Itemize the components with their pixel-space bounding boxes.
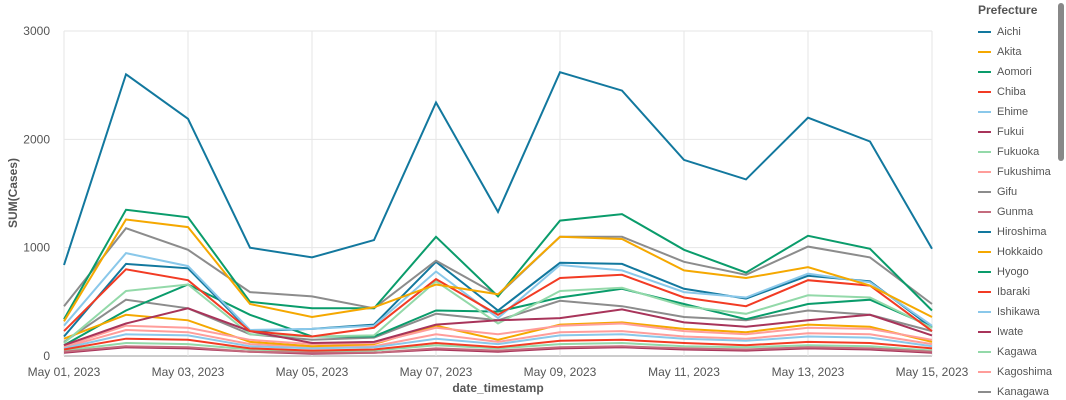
legend-label: Hokkaido	[997, 246, 1043, 258]
x-tick-label: May 11, 2023	[648, 365, 720, 379]
legend-label: Akita	[997, 46, 1022, 58]
x-tick-label: May 05, 2023	[276, 365, 349, 379]
legend-label: Fukuoka	[997, 146, 1040, 158]
series-line-akita	[63, 218, 933, 322]
legend-item-aomori[interactable]: Aomori	[978, 64, 1032, 80]
legend-scrollbar[interactable]	[1058, 3, 1064, 161]
series-line-kagawa	[63, 341, 933, 353]
x-tick-label: May 01, 2023	[28, 365, 101, 379]
legend-item-iwate[interactable]: Iwate	[978, 324, 1023, 340]
legend-swatch	[978, 271, 991, 273]
series-line-ibaraki	[63, 337, 933, 352]
legend-swatch	[978, 131, 991, 133]
legend-item-fukushima[interactable]: Fukushima	[978, 164, 1051, 180]
x-tick-label: May 09, 2023	[524, 365, 597, 379]
legend-swatch	[978, 351, 991, 353]
legend-item-akita[interactable]: Akita	[978, 44, 1021, 60]
legend-label: Aomori	[997, 66, 1032, 78]
legend-label: Kagoshima	[997, 366, 1053, 378]
legend-swatch	[978, 71, 991, 73]
legend-label: Hyogo	[997, 266, 1029, 278]
legend-item-gifu[interactable]: Gifu	[978, 184, 1017, 200]
x-axis: May 01, 2023 May 03, 2023 May 05, 2023 May …	[28, 365, 969, 379]
grid	[63, 30, 933, 357]
legend-swatch	[978, 391, 991, 393]
legend-swatch	[978, 231, 991, 233]
legend-item-kagawa[interactable]: Kagawa	[978, 344, 1037, 360]
series-line-aomori	[63, 208, 933, 320]
legend-swatch	[978, 31, 991, 33]
legend-label: Iwate	[997, 326, 1024, 338]
y-tick-label: 1000	[23, 241, 50, 255]
series-line-fukuoka	[63, 280, 933, 344]
legend-swatch	[978, 311, 991, 313]
series-lines	[63, 70, 933, 355]
x-axis-label: date_timestamp	[452, 381, 543, 395]
legend-item-kagoshima[interactable]: Kagoshima	[978, 364, 1052, 380]
legend-item-aichi[interactable]: Aichi	[978, 24, 1021, 40]
series-line-kagoshima	[63, 328, 933, 349]
legend-label: Ibaraki	[997, 286, 1031, 298]
legend: Prefecture Aichi Akita Aomori Chiba Ehime Fuk…	[976, 0, 1066, 400]
series-line-ehime	[63, 251, 933, 332]
x-tick-label: May 03, 2023	[152, 365, 225, 379]
legend-item-hokkaido[interactable]: Hokkaido	[978, 244, 1043, 260]
legend-item-fukuoka[interactable]: Fukuoka	[978, 144, 1039, 160]
legend-swatch	[978, 111, 991, 113]
legend-item-kanagawa[interactable]: Kanagawa	[978, 384, 1049, 400]
legend-item-hyogo[interactable]: Hyogo	[978, 264, 1029, 280]
x-tick-label: May 13, 2023	[772, 365, 845, 379]
legend-swatch	[978, 251, 991, 253]
legend-swatch	[978, 291, 991, 293]
legend-title: Prefecture	[978, 3, 1038, 17]
legend-label: Aichi	[997, 26, 1021, 38]
y-axis: 0 1000 2000 3000	[23, 24, 50, 363]
series-line-hokkaido	[63, 313, 933, 348]
series-line-fukui	[63, 307, 933, 347]
series-line-ishikawa	[63, 333, 933, 350]
legend-swatch	[978, 51, 991, 53]
series-line-aichi	[63, 70, 933, 266]
legend-label: Hiroshima	[997, 226, 1047, 238]
legend-label: Ehime	[997, 106, 1029, 118]
legend-swatch	[978, 171, 991, 173]
legend-item-ehime[interactable]: Ehime	[978, 104, 1028, 120]
legend-label: Kagawa	[997, 346, 1037, 358]
series-line-fukushima	[63, 322, 933, 348]
x-tick-label: May 07, 2023	[400, 365, 473, 379]
y-tick-label: 0	[43, 349, 50, 363]
legend-swatch	[978, 191, 991, 193]
y-axis-label: SUM(Cases)	[6, 158, 20, 228]
legend-label: Fukushima	[997, 166, 1051, 178]
legend-swatch	[978, 91, 991, 93]
legend-item-ishikawa[interactable]: Ishikawa	[978, 304, 1040, 320]
x-tick-label: May 15, 2023	[896, 365, 969, 379]
legend-item-ibaraki[interactable]: Ibaraki	[978, 284, 1030, 300]
series-line-gunma	[63, 345, 933, 354]
legend-label: Gunma	[997, 206, 1034, 218]
legend-item-hiroshima[interactable]: Hiroshima	[978, 224, 1047, 240]
legend-label: Ishikawa	[997, 306, 1040, 318]
legend-item-fukui[interactable]: Fukui	[978, 124, 1024, 140]
legend-label: Fukui	[997, 126, 1024, 138]
series-line-hiroshima	[63, 260, 933, 338]
legend-item-chiba[interactable]: Chiba	[978, 84, 1026, 100]
series-line-chiba	[63, 268, 933, 338]
legend-swatch	[978, 371, 991, 373]
legend-label: Kanagawa	[997, 386, 1049, 398]
legend-swatch	[978, 211, 991, 213]
legend-label: Gifu	[997, 186, 1018, 198]
legend-label: Chiba	[997, 86, 1026, 98]
legend-swatch	[978, 151, 991, 153]
legend-swatch	[978, 331, 991, 333]
legend-item-gunma[interactable]: Gunma	[978, 204, 1033, 220]
y-tick-label: 3000	[23, 24, 50, 38]
y-tick-label: 2000	[23, 132, 50, 146]
